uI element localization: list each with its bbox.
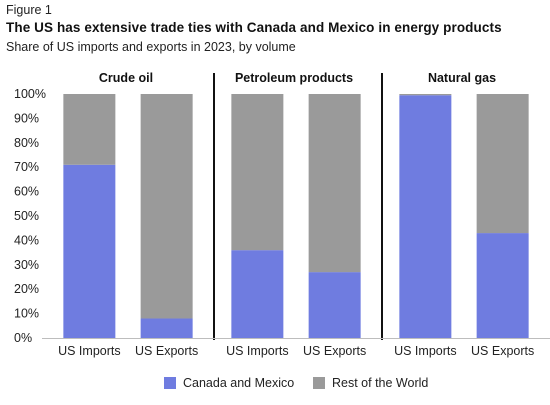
bar-canada-mexico (476, 233, 529, 338)
y-tick-label: 50% (14, 209, 39, 223)
stacked-bar-chart: 0% 10% 20% 30% 40% 50% 60% 70% 80% 90% 100% Crude o… (14, 71, 550, 358)
legend-label-rest-of-world: Rest of the World (332, 376, 429, 390)
y-tick-label: 80% (14, 136, 39, 150)
chart-title: The US has extensive trade ties with Can… (6, 20, 502, 35)
bar-canada-mexico (63, 164, 116, 338)
y-tick-label: 10% (14, 307, 39, 321)
legend-swatch-rest-of-world (313, 377, 325, 389)
y-tick-label: 20% (14, 282, 39, 296)
figure-label: Figure 1 (6, 3, 52, 17)
panel-title: Petroleum products (235, 71, 353, 85)
y-tick-label: 30% (14, 258, 39, 272)
y-tick-label: 70% (14, 160, 39, 174)
x-tick-label: US Exports (471, 344, 534, 358)
x-tick-label: US Imports (394, 344, 457, 358)
bar-canada-mexico (231, 250, 284, 338)
bar-rest-of-world (231, 94, 284, 251)
x-tick-label: US Imports (226, 344, 289, 358)
bar-rest-of-world (308, 94, 361, 273)
bar-rest-of-world (476, 94, 529, 234)
bar-rest-of-world (399, 94, 452, 96)
y-tick-label: 60% (14, 185, 39, 199)
panel-title: Crude oil (99, 71, 153, 85)
y-tick-label: 100% (14, 87, 46, 101)
y-tick-label: 40% (14, 233, 39, 247)
bar-canada-mexico (308, 272, 361, 338)
legend-label-canada-mexico: Canada and Mexico (183, 376, 295, 390)
chart-subtitle: Share of US imports and exports in 2023,… (6, 40, 296, 54)
bar-rest-of-world (140, 94, 193, 319)
y-tick-label: 0% (14, 331, 32, 345)
x-tick-label: US Exports (135, 344, 198, 358)
bar-rest-of-world (63, 94, 116, 165)
bar-canada-mexico (140, 318, 193, 338)
legend-swatch-canada-mexico (164, 377, 176, 389)
legend-item-canada-mexico: Canada and Mexico (164, 376, 294, 390)
legend-item-rest-of-world: Rest of the World (313, 376, 428, 390)
y-tick-label: 90% (14, 111, 39, 125)
x-tick-label: US Imports (58, 344, 121, 358)
panel-title: Natural gas (428, 71, 496, 85)
legend: Canada and Mexico Rest of the World (0, 376, 550, 396)
x-tick-label: US Exports (303, 344, 366, 358)
bar-canada-mexico (399, 95, 452, 338)
